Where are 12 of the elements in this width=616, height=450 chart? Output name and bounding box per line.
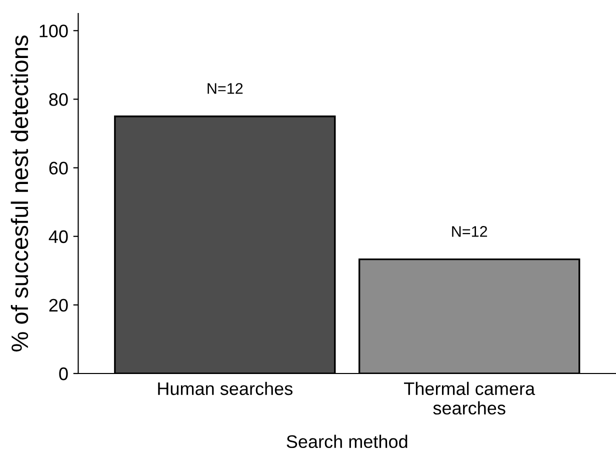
annotation: N=12 <box>452 226 488 237</box>
x-tick-label: Human searches <box>158 382 292 396</box>
y-axis-title: % of succesful nest detections <box>10 36 28 352</box>
y-tick-label: 20 <box>49 298 68 312</box>
y-tick-label: 60 <box>49 162 68 175</box>
y-tick-label: 100 <box>40 24 68 38</box>
x-axis-title: Search method <box>286 434 408 448</box>
y-tick-label: 0 <box>59 367 68 380</box>
y-tick-label: 80 <box>49 93 68 106</box>
y-tick-label: 40 <box>48 230 68 244</box>
annotation: N=12 <box>208 83 243 94</box>
x-tick-label: Thermal camera searches <box>404 382 536 415</box>
